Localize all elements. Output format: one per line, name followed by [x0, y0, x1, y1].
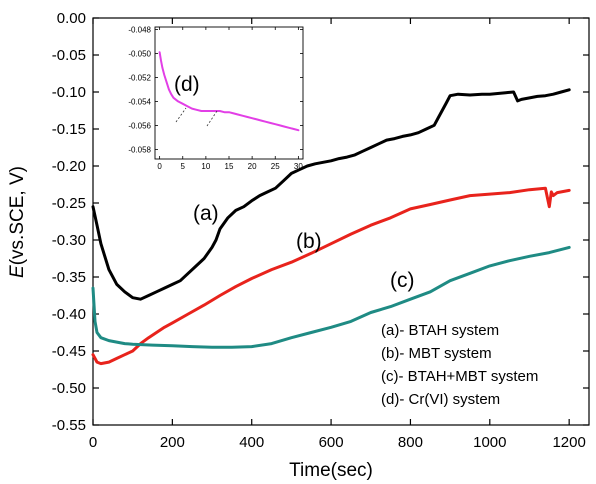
legend-entry-d: (d)- Cr(VI) system [381, 391, 500, 408]
main-series-line-0 [91, 88, 571, 301]
inset-x-tick-label: 15 [225, 162, 234, 171]
legend-entry-a: (a)- BTAH system [381, 322, 499, 339]
main-x-tick-label: 600 [319, 434, 344, 451]
inset-x-tick-label: 0 [157, 162, 162, 171]
inset-x-tick-label: 30 [294, 162, 303, 171]
main-y-tick-label: -0.45 [52, 343, 86, 360]
main-x-tick-label: 800 [398, 434, 423, 451]
inset-series-line-0 [158, 51, 300, 132]
inset-y-tick-label: -0.054 [128, 97, 151, 106]
inset-x-tick-label: 25 [271, 162, 280, 171]
inset-slope-marker [175, 107, 187, 123]
main-y-tick-label: -0.05 [52, 47, 86, 64]
inset-y-tick-label: -0.058 [128, 145, 151, 154]
y-axis-title-symbol: E [7, 265, 28, 278]
main-y-tick-label: -0.15 [52, 121, 86, 138]
inset-y-tick-label: -0.052 [128, 73, 151, 82]
curve-label-d: (d) [174, 73, 200, 96]
legend-entry-c: (c)- BTAH+MBT system [381, 368, 538, 385]
inset-axis-ticks: 0 5 10 15 20 25 30 -0.048 -0.050 -0.052 -0.054 -0.0… [128, 25, 303, 171]
inset-slope-marker [206, 110, 218, 127]
main-plot-frame [92, 17, 590, 426]
main-x-tick-label: 0 [89, 434, 97, 451]
x-axis-title: Time(sec) [289, 460, 373, 481]
main-x-tick-label: 200 [160, 434, 185, 451]
inset-x-tick-label: 10 [201, 162, 210, 171]
main-series-line-2 [91, 245, 571, 349]
inset-y-tick-label: -0.048 [128, 25, 151, 34]
inset-x-tick-label: 20 [248, 162, 257, 171]
y-axis-title-units: (vs.SCE, V) [7, 166, 28, 265]
inset-plot-background [155, 27, 303, 159]
inset-slope-markers [175, 107, 218, 127]
main-x-tick-label: 1000 [473, 434, 506, 451]
y-axis-title: E(vs.SCE, V) [7, 166, 28, 278]
main-y-tick-label: -0.50 [52, 380, 86, 397]
main-y-tick-label: 0.00 [57, 10, 86, 27]
main-series-line-1 [91, 186, 571, 366]
curve-label-c: (c) [390, 269, 415, 292]
main-y-tick-label: -0.40 [52, 306, 86, 323]
inset-y-tick-label: -0.050 [128, 49, 151, 58]
legend-entry-b: (b)- MBT system [381, 345, 492, 362]
main-x-tick-label: 1200 [552, 434, 585, 451]
main-x-tick-label: 400 [239, 434, 264, 451]
curve-label-a: (a) [193, 202, 219, 225]
main-plot-curves [91, 88, 571, 366]
main-y-tick-label: -0.35 [52, 269, 86, 286]
inset-x-tick-label: 5 [181, 162, 186, 171]
main-y-tick-label: -0.25 [52, 195, 86, 212]
legend: (a)- BTAH system (b)- MBT system (c)- BT… [381, 322, 538, 408]
curve-label-b: (b) [296, 230, 322, 253]
main-y-tick-label: -0.30 [52, 232, 86, 249]
main-y-tick-label: -0.10 [52, 84, 86, 101]
inset-plot-curves [158, 51, 300, 132]
main-axis-ticks: 0 200 400 600 800 1000 12000.00-0.05-0.10-0.15… [52, 10, 589, 451]
main-y-tick-label: -0.55 [52, 417, 86, 434]
main-y-tick-label: -0.20 [52, 158, 86, 175]
inset-y-tick-label: -0.056 [128, 121, 151, 130]
